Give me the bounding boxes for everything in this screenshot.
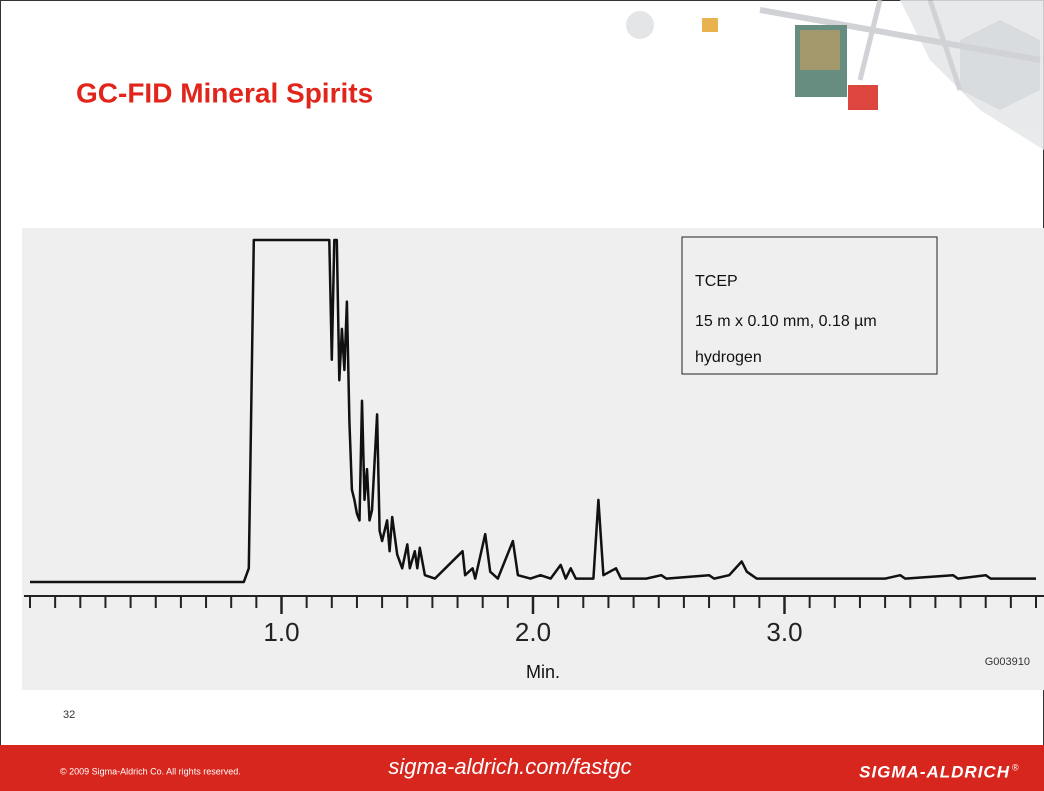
copyright: © 2009 Sigma-Aldrich Co. All rights rese… <box>60 766 241 776</box>
x-axis-label: Min. <box>526 662 560 682</box>
figure-code: G003910 <box>985 656 1030 668</box>
header-art <box>626 0 1044 150</box>
x-tick-label: 2.0 <box>515 617 551 647</box>
brand: SIGMA-ALDRICH <box>859 762 1010 781</box>
annotation: TCEP <box>695 273 738 290</box>
page-number: 32 <box>63 709 75 721</box>
slide-title: GC-FID Mineral Spirits <box>76 77 373 108</box>
annotation: 15 m x 0.10 mm, 0.18 µm <box>695 313 877 330</box>
annotation: hydrogen <box>695 349 762 366</box>
footer-band <box>0 745 1044 791</box>
chromatogram: 1.0 2.0 3.0 <box>24 238 1044 647</box>
x-tick-label: 3.0 <box>766 617 802 647</box>
footer-url: sigma-aldrich.com/fastgc <box>388 754 631 779</box>
x-tick-label: 1.0 <box>263 617 299 647</box>
trace <box>30 238 1036 584</box>
legend-box <box>681 236 938 375</box>
brand-mark: ® <box>1012 762 1019 772</box>
